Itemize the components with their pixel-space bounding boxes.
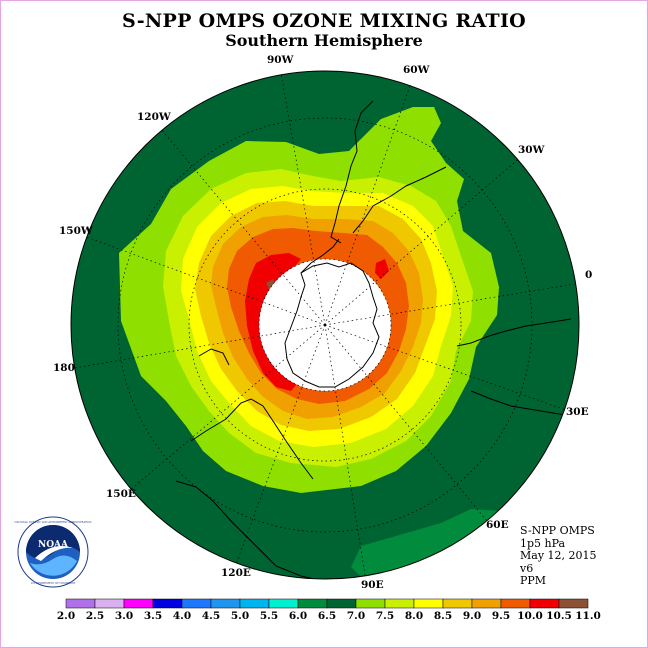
- info-date: May 12, 2015: [520, 549, 597, 562]
- contour-10-5-east: [375, 259, 389, 279]
- colorbar-tick-label: 5.5: [260, 610, 278, 622]
- new-zealand-outline: [198, 348, 230, 366]
- colorbar-tick-label: 3.0: [115, 610, 133, 622]
- map-subtitle: Southern Hemisphere: [225, 31, 423, 50]
- south-america-outline: [330, 100, 374, 244]
- south-pole-point: [323, 323, 327, 327]
- colorbar-swatch: [326, 598, 357, 609]
- antarctic-peninsula-outline: [300, 238, 340, 274]
- lon-label-90w: 90W: [267, 54, 294, 66]
- colorbar-tick-label: 8.0: [405, 610, 423, 622]
- colorbar-swatch: [65, 598, 96, 609]
- africa-east-coast: [470, 390, 572, 417]
- lon-label-180: 180: [53, 362, 75, 374]
- colorbar-tick-label: 8.5: [434, 610, 452, 622]
- colorbar-tick-label: 10.0: [517, 610, 543, 622]
- lon-label-30w: 30W: [518, 144, 545, 156]
- colorbar-tick-label: 11.0: [575, 610, 601, 622]
- lon-label-150e: 150E: [106, 488, 136, 500]
- noaa-bird-icon: [35, 545, 73, 561]
- colorbar-tick-label: 6.5: [318, 610, 336, 622]
- colorbar-swatch: [384, 598, 415, 609]
- colorbar-tick-label: 2.0: [57, 610, 75, 622]
- colorbar-tick-label: 7.5: [376, 610, 394, 622]
- colorbar-tick-label: 6.0: [289, 610, 307, 622]
- map-boundary: [70, 70, 580, 580]
- colorbar-swatch: [355, 598, 386, 609]
- info-instrument: S-NPP OMPS: [520, 524, 595, 537]
- colorbar-tick-label: 3.5: [144, 610, 162, 622]
- colorbar: 2.0 2.5 3.0 3.5 4.0 4.5 5.0 5.5 6.0 6.5 7.0 7.5 8.0 8…: [57, 598, 601, 622]
- colorbar-swatch: [94, 598, 125, 609]
- logo-ring-text: NATIONAL OCEANIC AND ATMOSPHERIC ADMINIS…: [14, 521, 91, 524]
- colorbar-swatch: [471, 598, 502, 609]
- noaa-logo: NOAA NATIONAL OCEANIC AND ATMOSPHERIC AD…: [14, 516, 92, 588]
- colorbar-swatch: [500, 598, 531, 609]
- colorbar-swatch: [152, 598, 183, 609]
- lon-label-90e: 90E: [361, 579, 384, 591]
- continent-outlines: [175, 100, 572, 579]
- africa-outline: [456, 318, 572, 347]
- australia-interior-coast: [175, 480, 324, 579]
- colorbar-tick-label: 7.0: [347, 610, 365, 622]
- south-america-east-coast: [352, 166, 447, 234]
- info-version: v6: [520, 561, 534, 575]
- colorbar-swatch: [210, 598, 241, 609]
- colorbar-tick-label: 9.0: [463, 610, 481, 622]
- colorbar-tick-label: 4.0: [173, 610, 191, 622]
- colorbar-tick-label: 2.5: [86, 610, 104, 622]
- colorbar-swatch: [529, 598, 560, 609]
- colorbar-tick-label: 4.5: [202, 610, 220, 622]
- logo-text: NOAA: [38, 540, 69, 550]
- lon-label-0: 0: [585, 269, 592, 281]
- colorbar-swatch: [442, 598, 473, 609]
- colorbar-swatch: [297, 598, 328, 609]
- contour-10-5: [245, 253, 301, 391]
- colorbar-swatch: [268, 598, 299, 609]
- lon-label-150w: 150W: [59, 225, 93, 237]
- info-level: 1p5 hPa: [520, 536, 566, 550]
- lon-label-60w: 60W: [403, 64, 430, 76]
- info-units: PPM: [520, 574, 547, 587]
- colorbar-swatch: [558, 598, 589, 609]
- lon-label-120e: 120E: [221, 567, 251, 579]
- lon-label-120w: 120W: [137, 111, 171, 123]
- colorbar-tick-label: 9.5: [492, 610, 510, 622]
- lon-label-30e: 30E: [566, 406, 589, 418]
- logo-ring-text-bottom: U.S. DEPARTMENT OF COMMERCE: [31, 582, 76, 585]
- colorbar-swatch: [413, 598, 444, 609]
- colorbar-swatch: [123, 598, 154, 609]
- colorbar-swatch: [181, 598, 212, 609]
- map-title: S-NPP OMPS OZONE MIXING RATIO: [121, 10, 527, 32]
- graticule: [71, 72, 579, 579]
- colorbar-swatch: [239, 598, 270, 609]
- lon-label-60e: 60E: [486, 519, 509, 531]
- colorbar-tick-label: 5.0: [231, 610, 249, 622]
- australia-outline: [190, 398, 314, 480]
- colorbar-tick-label: 10.5: [546, 610, 572, 622]
- antarctica-outline: [284, 262, 380, 388]
- info-block: S-NPP OMPS 1p5 hPa May 12, 2015 v6 PPM: [520, 524, 597, 588]
